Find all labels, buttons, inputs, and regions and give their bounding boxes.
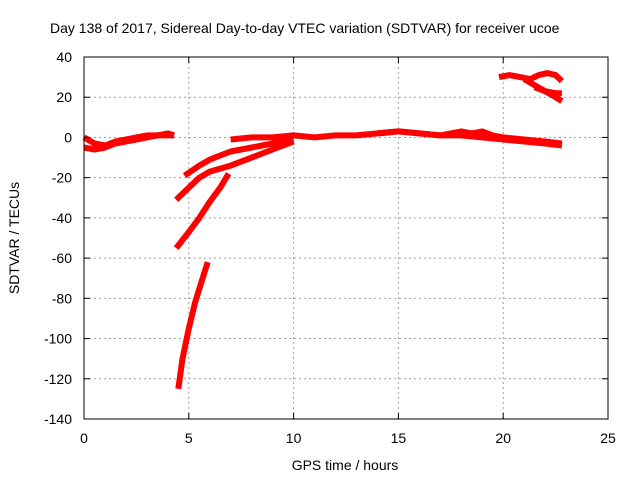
- data-trace-8: [377, 128, 563, 147]
- y-tick-label: -80: [52, 290, 72, 306]
- data-series: [82, 70, 564, 390]
- y-tick-label: -100: [44, 331, 72, 347]
- data-trace-2: [82, 130, 176, 149]
- x-tick-label: 20: [495, 430, 511, 446]
- x-axis: 0 5 10 15 20 25: [80, 57, 616, 446]
- data-trace-6: [182, 136, 295, 179]
- y-tick-label: -20: [52, 170, 72, 186]
- y-axis-label: SDTVAR / TECUs: [6, 182, 22, 294]
- data-trace-9: [498, 70, 564, 84]
- x-tick-label: 15: [391, 430, 407, 446]
- y-tick-label: -60: [52, 250, 72, 266]
- y-tick-label: 20: [56, 89, 72, 105]
- data-trace-4: [173, 172, 232, 250]
- chart-title: Day 138 of 2017, Sidereal Day-to-day VTE…: [50, 20, 560, 36]
- y-tick-label: 0: [64, 129, 72, 145]
- y-tick-label: -120: [44, 371, 72, 387]
- x-axis-label: GPS time / hours: [292, 457, 399, 473]
- data-trace-11: [533, 84, 562, 97]
- x-tick-label: 25: [600, 430, 616, 446]
- grid-lines: [84, 57, 608, 419]
- data-trace-5: [174, 138, 295, 202]
- data-trace-3: [175, 261, 211, 390]
- y-tick-label: -40: [52, 210, 72, 226]
- x-tick-label: 0: [80, 430, 88, 446]
- y-axis: -140 -120 -100 -80 -60 -40 -20 0 20 40: [44, 49, 608, 427]
- y-tick-label: 40: [56, 49, 72, 65]
- x-tick-label: 5: [185, 430, 193, 446]
- x-tick-label: 10: [286, 430, 302, 446]
- plot-frame: [83, 56, 609, 420]
- y-tick-label: -140: [44, 411, 72, 427]
